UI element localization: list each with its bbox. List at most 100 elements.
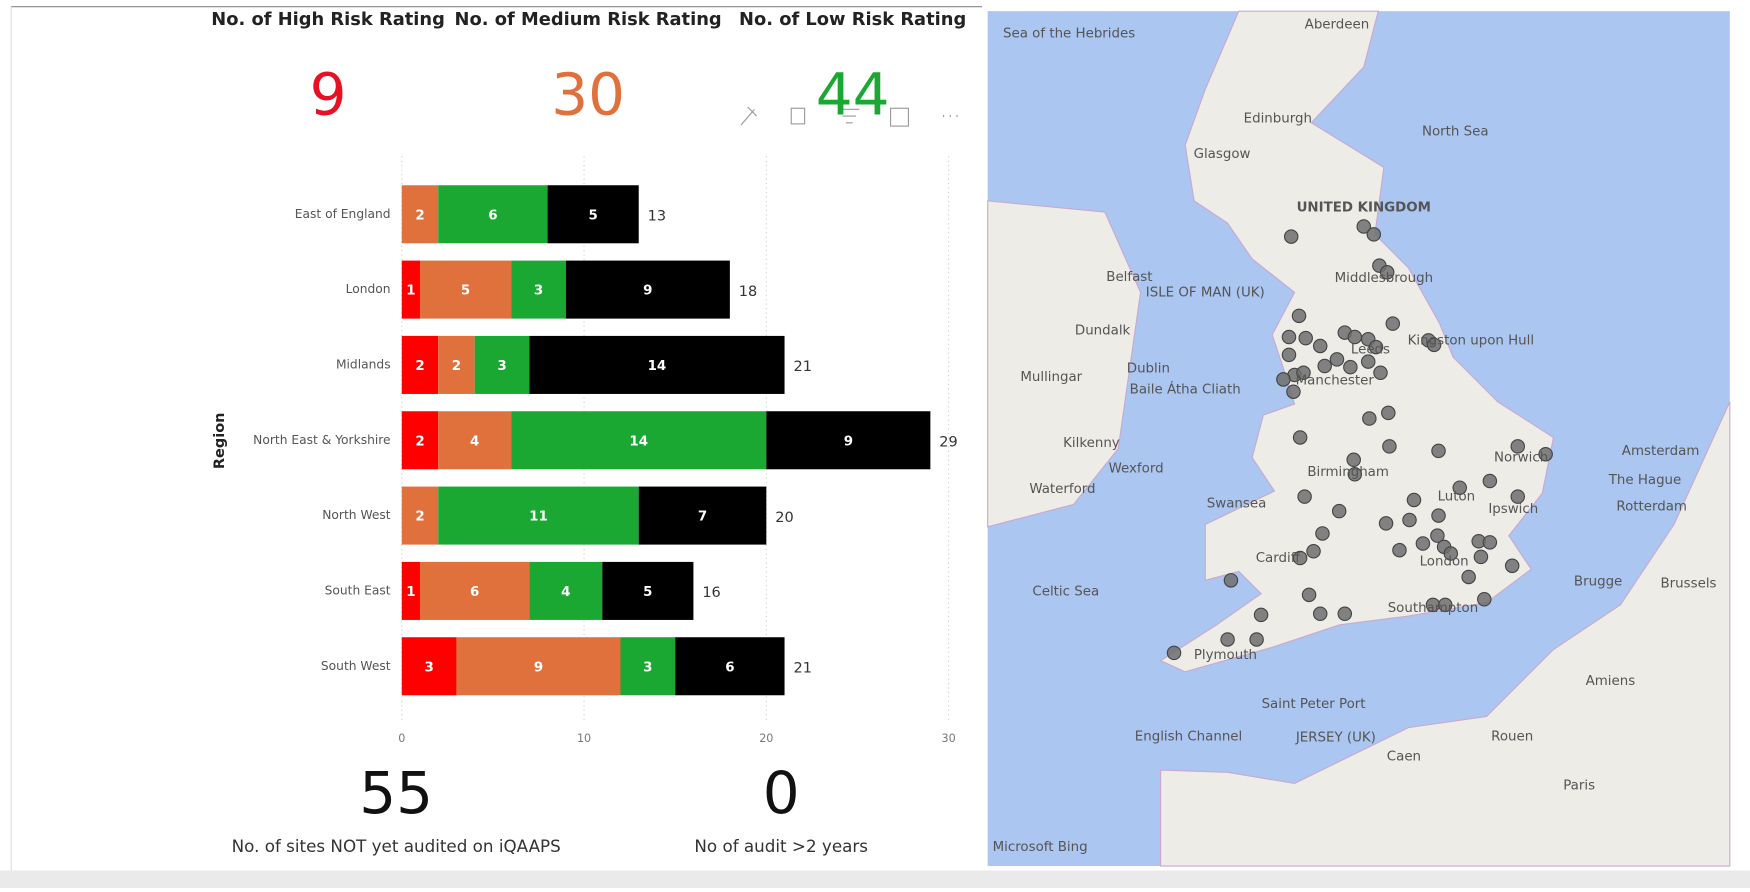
map-label: Aberdeen	[1305, 18, 1370, 33]
site-marker	[1285, 230, 1298, 243]
total-label: 18	[739, 284, 757, 300]
data-label: 1	[406, 284, 415, 299]
dashboard: No. of High Risk Rating9No. of Medium Ri…	[0, 0, 1750, 888]
map-label: Dundalk	[1075, 323, 1131, 338]
site-marker	[1393, 543, 1406, 556]
site-marker	[1314, 607, 1327, 620]
data-label: 14	[648, 359, 667, 374]
total-label: 21	[793, 660, 811, 676]
card-title: No. of Low Risk Rating	[739, 9, 966, 30]
map-label: Amsterdam	[1622, 444, 1700, 459]
site-marker	[1374, 366, 1387, 379]
total-label: 29	[939, 434, 957, 450]
data-label: 5	[461, 284, 470, 299]
card-value: 30	[551, 60, 625, 128]
map-label: Leeds	[1351, 342, 1390, 357]
map-label: Kingston upon Hull	[1408, 333, 1534, 348]
map-label: Cardiff	[1256, 551, 1301, 566]
map-label: North Sea	[1422, 125, 1489, 140]
card-label: No. of sites NOT yet audited on iQAAPS	[232, 836, 561, 856]
data-label: 2	[415, 359, 424, 374]
data-label: 2	[415, 434, 424, 449]
site-marker	[1282, 348, 1295, 361]
data-label: 6	[488, 208, 497, 223]
map-label: English Channel	[1135, 730, 1242, 745]
site-marker	[1505, 559, 1518, 572]
y-tick-label: East of England	[295, 207, 391, 221]
map-label: Rouen	[1491, 730, 1533, 745]
data-label: 5	[588, 208, 597, 223]
site-marker	[1314, 339, 1327, 352]
site-marker	[1478, 593, 1491, 606]
map-label: London	[1420, 554, 1469, 569]
site-marker	[1382, 406, 1395, 419]
map-label: Southampton	[1388, 601, 1479, 616]
x-tick-label: 30	[941, 732, 955, 745]
data-label: 9	[534, 660, 543, 675]
site-marker	[1367, 228, 1380, 241]
data-label: 3	[497, 359, 506, 374]
site-marker	[1224, 574, 1237, 587]
card-value: 44	[816, 60, 890, 128]
y-axis-title: Region	[212, 412, 228, 469]
card-value: 55	[359, 759, 433, 827]
x-tick-label: 0	[398, 732, 405, 745]
data-label: 5	[643, 585, 652, 600]
data-label: 4	[470, 434, 479, 449]
map-label: Saint Peter Port	[1262, 697, 1366, 712]
card-label: No of audit >2 years	[694, 836, 868, 856]
data-label: 6	[725, 660, 734, 675]
map-label: Waterford	[1029, 482, 1095, 497]
data-label: 7	[698, 510, 707, 525]
site-marker	[1221, 633, 1234, 646]
site-marker	[1330, 353, 1343, 366]
site-marker	[1316, 527, 1329, 540]
card-value: 0	[763, 759, 800, 827]
data-label: 9	[643, 284, 652, 299]
site-marker	[1383, 440, 1396, 453]
map-label: Sea of the Hebrides	[1003, 26, 1135, 41]
x-tick-label: 10	[577, 732, 591, 745]
page: {"cards": [ {"title": "No. of High Risk …	[0, 0, 1750, 888]
site-marker	[1254, 608, 1267, 621]
data-label: 14	[629, 434, 648, 449]
data-label: 3	[643, 660, 652, 675]
site-marker	[1167, 646, 1180, 659]
map-label: Glasgow	[1194, 147, 1251, 162]
map-label: Microsoft Bing	[993, 840, 1088, 855]
map-label: Mullingar	[1020, 370, 1082, 385]
map-label: Belfast	[1106, 270, 1152, 285]
card-title: No. of High Risk Rating	[211, 9, 445, 30]
y-tick-label: North West	[322, 508, 391, 522]
y-tick-label: London	[346, 282, 391, 296]
site-marker	[1293, 431, 1306, 444]
map-label: Brugge	[1574, 574, 1622, 589]
x-tick-label: 20	[759, 732, 773, 745]
map-label: Celtic Sea	[1032, 584, 1099, 599]
data-label: 3	[534, 284, 543, 299]
map-label: Manchester	[1296, 374, 1375, 389]
site-marker	[1250, 633, 1263, 646]
map-label: Kilkenny	[1063, 436, 1120, 451]
map-label: Paris	[1563, 779, 1595, 794]
y-tick-label: North East & Yorkshire	[253, 433, 390, 447]
status-bar	[0, 870, 1750, 888]
data-label: 6	[470, 585, 479, 600]
site-marker	[1318, 359, 1331, 372]
map-label: Edinburgh	[1244, 111, 1312, 126]
site-marker	[1307, 545, 1320, 558]
data-label: 2	[415, 208, 424, 223]
site-marker	[1416, 537, 1429, 550]
site-marker	[1282, 330, 1295, 343]
site-marker	[1302, 588, 1315, 601]
site-marker	[1403, 513, 1416, 526]
site-marker	[1363, 412, 1376, 425]
site-marker	[1483, 536, 1496, 549]
site-marker	[1277, 373, 1290, 386]
map-label: JERSEY (UK)	[1295, 731, 1376, 746]
data-label: 2	[415, 510, 424, 525]
total-label: 21	[793, 359, 811, 375]
site-marker	[1298, 490, 1311, 503]
y-tick-label: South West	[321, 659, 391, 673]
map-label: Amiens	[1586, 674, 1636, 689]
